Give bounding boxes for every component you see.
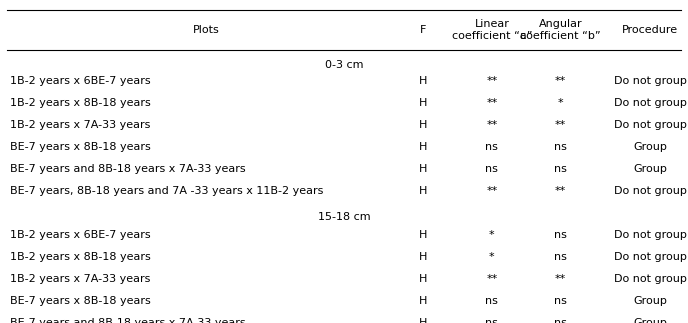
Text: Do not group: Do not group xyxy=(614,120,687,130)
Text: Group: Group xyxy=(633,164,667,174)
Text: 1B-2 years x 6BE-7 years: 1B-2 years x 6BE-7 years xyxy=(10,76,151,86)
Text: 15-18 cm: 15-18 cm xyxy=(318,212,370,222)
Text: Angular
coefficient “b”: Angular coefficient “b” xyxy=(520,19,601,41)
Text: **: ** xyxy=(486,120,497,130)
Text: H: H xyxy=(419,318,427,323)
Text: Do not group: Do not group xyxy=(614,252,687,262)
Text: BE-7 years and 8B-18 years x 7A-33 years: BE-7 years and 8B-18 years x 7A-33 years xyxy=(10,164,246,174)
Text: **: ** xyxy=(555,76,566,86)
Text: 1B-2 years x 7A-33 years: 1B-2 years x 7A-33 years xyxy=(10,274,151,284)
Text: **: ** xyxy=(555,120,566,130)
Text: H: H xyxy=(419,142,427,152)
Text: ns: ns xyxy=(555,252,567,262)
Text: **: ** xyxy=(555,186,566,196)
Text: 1B-2 years x 8B-18 years: 1B-2 years x 8B-18 years xyxy=(10,252,151,262)
Text: Plots: Plots xyxy=(193,25,219,35)
Text: H: H xyxy=(419,230,427,240)
Text: *: * xyxy=(558,98,563,108)
Text: 0-3 cm: 0-3 cm xyxy=(325,60,363,69)
Text: **: ** xyxy=(486,186,497,196)
Text: ns: ns xyxy=(555,296,567,306)
Text: Group: Group xyxy=(633,318,667,323)
Text: *: * xyxy=(489,230,495,240)
Text: Do not group: Do not group xyxy=(614,186,687,196)
Text: H: H xyxy=(419,296,427,306)
Text: Group: Group xyxy=(633,296,667,306)
Text: **: ** xyxy=(555,274,566,284)
Text: H: H xyxy=(419,76,427,86)
Text: H: H xyxy=(419,274,427,284)
Text: **: ** xyxy=(486,76,497,86)
Text: 1B-2 years x 7A-33 years: 1B-2 years x 7A-33 years xyxy=(10,120,151,130)
Text: Linear
coefficient “a”: Linear coefficient “a” xyxy=(451,19,533,41)
Text: BE-7 years x 8B-18 years: BE-7 years x 8B-18 years xyxy=(10,142,151,152)
Text: ns: ns xyxy=(486,318,498,323)
Text: H: H xyxy=(419,186,427,196)
Text: **: ** xyxy=(486,274,497,284)
Text: 1B-2 years x 8B-18 years: 1B-2 years x 8B-18 years xyxy=(10,98,151,108)
Text: **: ** xyxy=(486,98,497,108)
Text: Procedure: Procedure xyxy=(622,25,678,35)
Text: ns: ns xyxy=(555,230,567,240)
Text: ns: ns xyxy=(486,296,498,306)
Text: H: H xyxy=(419,252,427,262)
Text: ns: ns xyxy=(486,142,498,152)
Text: 1B-2 years x 6BE-7 years: 1B-2 years x 6BE-7 years xyxy=(10,230,151,240)
Text: Group: Group xyxy=(633,142,667,152)
Text: H: H xyxy=(419,98,427,108)
Text: ns: ns xyxy=(555,142,567,152)
Text: ns: ns xyxy=(555,318,567,323)
Text: *: * xyxy=(489,252,495,262)
Text: H: H xyxy=(419,164,427,174)
Text: Do not group: Do not group xyxy=(614,76,687,86)
Text: ns: ns xyxy=(555,164,567,174)
Text: BE-7 years and 8B-18 years x 7A-33 years: BE-7 years and 8B-18 years x 7A-33 years xyxy=(10,318,246,323)
Text: Do not group: Do not group xyxy=(614,274,687,284)
Text: F: F xyxy=(420,25,427,35)
Text: Do not group: Do not group xyxy=(614,230,687,240)
Text: BE-7 years, 8B-18 years and 7A -33 years x 11B-2 years: BE-7 years, 8B-18 years and 7A -33 years… xyxy=(10,186,323,196)
Text: ns: ns xyxy=(486,164,498,174)
Text: BE-7 years x 8B-18 years: BE-7 years x 8B-18 years xyxy=(10,296,151,306)
Text: H: H xyxy=(419,120,427,130)
Text: Do not group: Do not group xyxy=(614,98,687,108)
